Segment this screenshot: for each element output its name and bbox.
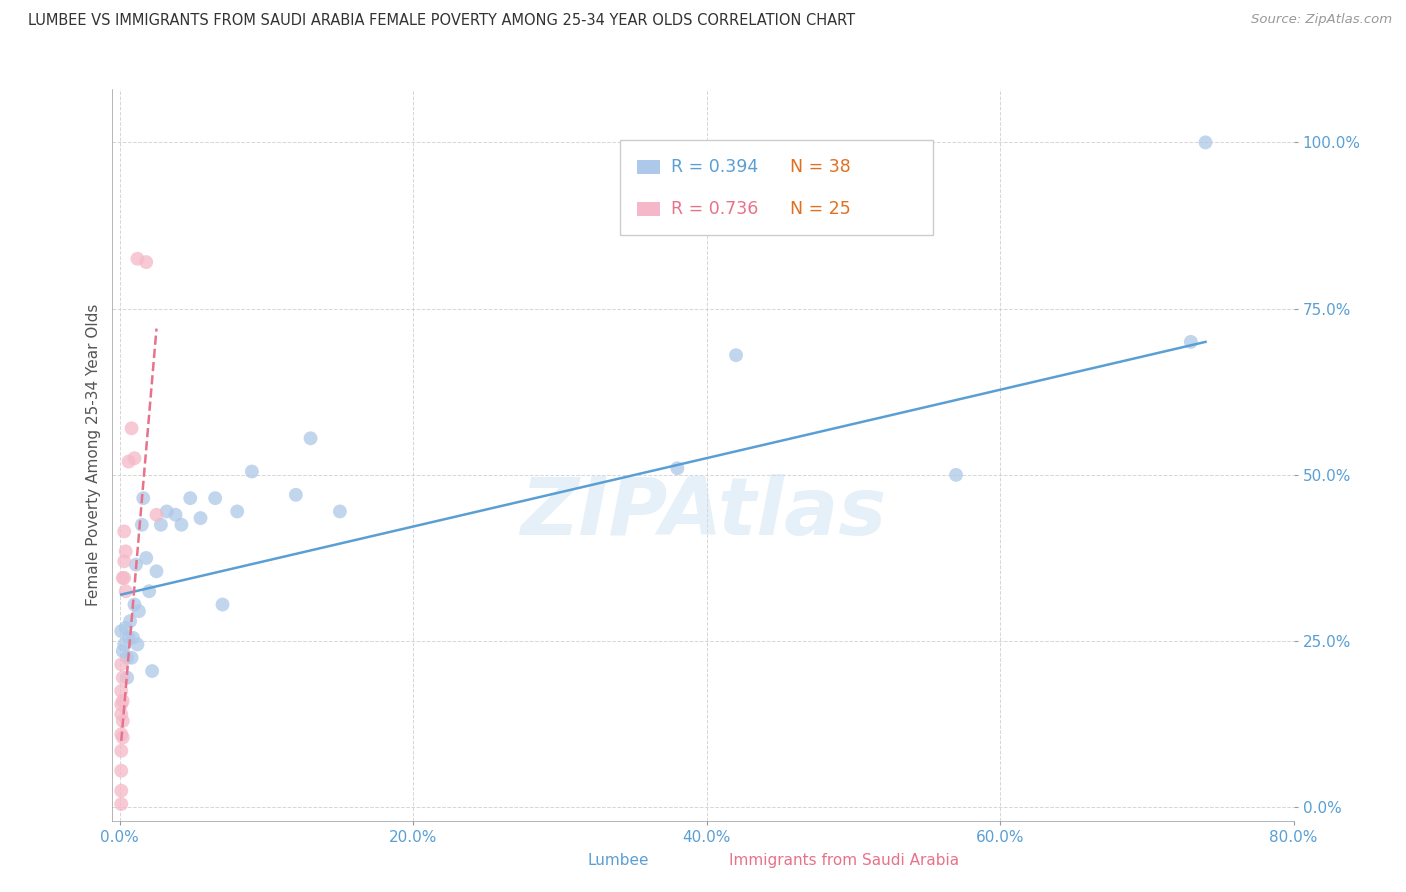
Point: [131, 517, 153, 532]
Point: [110, 744, 132, 758]
Point: [299, 431, 322, 445]
Text: R = 0.736: R = 0.736: [671, 200, 758, 218]
Text: Immigrants from Saudi Arabia: Immigrants from Saudi Arabia: [728, 854, 959, 868]
Point: [120, 614, 142, 628]
Point: [190, 511, 212, 525]
Point: [115, 650, 138, 665]
Point: [284, 488, 307, 502]
Point: [135, 551, 157, 566]
Point: [165, 508, 187, 522]
Point: [128, 604, 150, 618]
Text: N = 25: N = 25: [790, 200, 851, 218]
Point: [145, 564, 167, 578]
Text: ZIPAtlas: ZIPAtlas: [520, 475, 886, 552]
Point: [117, 454, 139, 468]
Point: [112, 571, 135, 585]
Point: [240, 465, 263, 479]
Point: [724, 348, 747, 362]
Point: [117, 631, 139, 645]
Point: [115, 671, 138, 685]
Point: [127, 637, 149, 651]
Text: Source: ZipAtlas.com: Source: ZipAtlas.com: [1251, 13, 1392, 27]
Point: [1180, 334, 1202, 349]
Point: [124, 451, 146, 466]
Point: [149, 517, 172, 532]
Text: N = 38: N = 38: [790, 158, 851, 176]
Point: [211, 598, 233, 612]
Point: [141, 664, 163, 678]
Point: [124, 598, 146, 612]
Point: [114, 584, 136, 599]
Point: [121, 421, 143, 435]
Point: [127, 252, 149, 266]
Point: [329, 504, 352, 518]
Point: [112, 554, 135, 568]
Point: [170, 517, 193, 532]
Point: [112, 524, 135, 539]
Text: LUMBEE VS IMMIGRANTS FROM SAUDI ARABIA FEMALE POVERTY AMONG 25-34 YEAR OLDS CORR: LUMBEE VS IMMIGRANTS FROM SAUDI ARABIA F…: [28, 13, 855, 29]
Point: [110, 707, 132, 722]
Point: [111, 694, 134, 708]
Point: [226, 504, 249, 518]
Point: [110, 684, 132, 698]
Point: [122, 631, 145, 645]
Point: [1194, 136, 1216, 150]
Point: [110, 797, 132, 811]
Point: [111, 644, 134, 658]
Point: [111, 571, 134, 585]
Point: [110, 698, 132, 712]
Point: [111, 714, 134, 728]
Point: [179, 491, 201, 505]
Point: [110, 657, 132, 672]
Text: R = 0.394: R = 0.394: [671, 158, 758, 176]
Point: [114, 544, 136, 558]
Point: [111, 671, 134, 685]
Point: [132, 491, 155, 505]
Point: [110, 624, 132, 639]
Text: Lumbee: Lumbee: [588, 854, 650, 868]
Point: [121, 650, 143, 665]
Point: [945, 467, 967, 482]
Point: [135, 255, 157, 269]
Point: [112, 637, 135, 651]
Point: [145, 508, 167, 522]
Point: [110, 727, 132, 741]
Point: [204, 491, 226, 505]
Point: [125, 558, 148, 572]
Point: [110, 783, 132, 797]
Point: [114, 621, 136, 635]
Y-axis label: Female Poverty Among 25-34 Year Olds: Female Poverty Among 25-34 Year Olds: [86, 304, 101, 606]
Point: [110, 764, 132, 778]
Point: [666, 461, 689, 475]
Point: [138, 584, 160, 599]
Point: [111, 731, 134, 745]
Point: [156, 504, 179, 518]
